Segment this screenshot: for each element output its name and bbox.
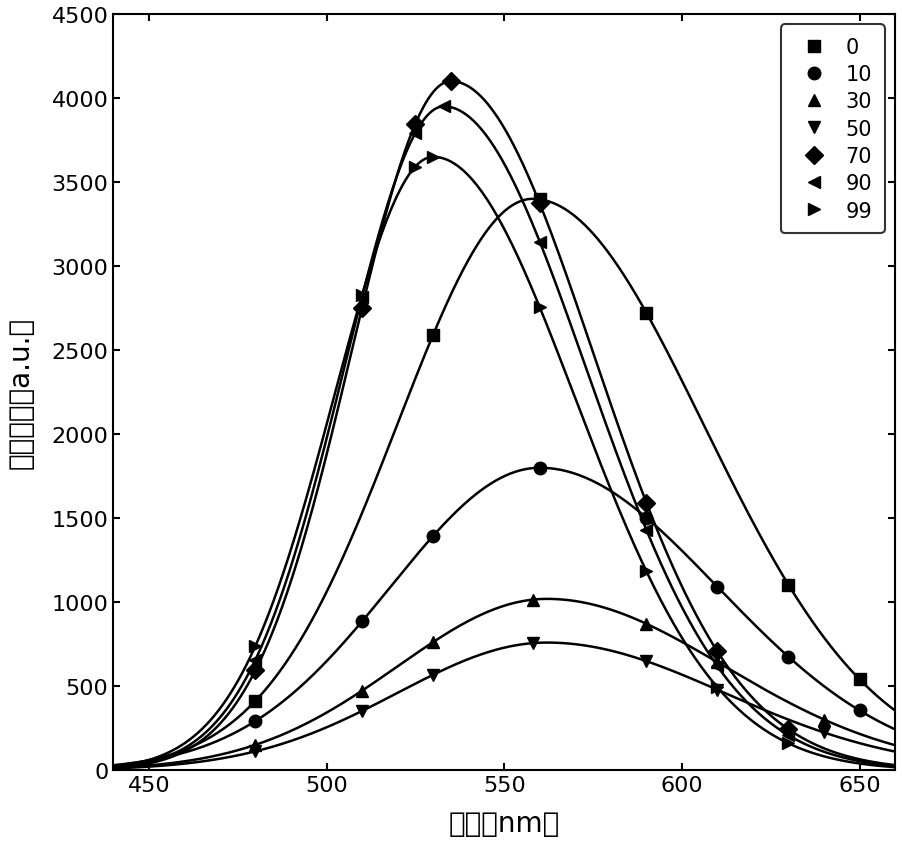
Line: 0: 0: [249, 194, 866, 707]
10: [641, 513, 652, 523]
30: [641, 619, 652, 629]
70: [641, 498, 652, 508]
Line: 70: 70: [249, 76, 795, 736]
50: [819, 728, 830, 738]
99: [250, 641, 261, 651]
90: [410, 129, 420, 139]
99: [712, 683, 723, 693]
50: [641, 657, 652, 667]
10: [250, 716, 261, 726]
99: [641, 566, 652, 576]
90: [783, 730, 794, 740]
30: [250, 740, 261, 750]
50: [527, 638, 538, 648]
90: [534, 237, 545, 247]
30: [356, 686, 367, 696]
30: [712, 657, 723, 668]
50: [712, 684, 723, 695]
90: [641, 525, 652, 535]
Line: 90: 90: [249, 101, 795, 742]
Line: 10: 10: [249, 462, 866, 728]
10: [356, 617, 367, 627]
99: [428, 153, 438, 163]
90: [250, 655, 261, 665]
Legend: 0, 10, 30, 50, 70, 90, 99: 0, 10, 30, 50, 70, 90, 99: [781, 25, 885, 234]
70: [712, 647, 723, 657]
70: [410, 120, 420, 130]
Line: 99: 99: [249, 151, 795, 749]
10: [783, 652, 794, 662]
90: [438, 102, 449, 112]
0: [783, 580, 794, 590]
Y-axis label: 发射强度（a.u.）: 发射强度（a.u.）: [7, 316, 35, 468]
Line: 50: 50: [249, 637, 830, 758]
99: [783, 738, 794, 749]
0: [854, 674, 865, 684]
10: [854, 706, 865, 716]
70: [250, 665, 261, 675]
70: [446, 77, 456, 87]
99: [356, 290, 367, 300]
30: [819, 715, 830, 725]
90: [356, 292, 367, 302]
70: [534, 199, 545, 209]
90: [712, 662, 723, 672]
0: [534, 195, 545, 205]
0: [428, 330, 438, 340]
10: [712, 582, 723, 592]
X-axis label: 波长（nm）: 波长（nm）: [448, 809, 560, 837]
30: [428, 637, 438, 647]
70: [783, 724, 794, 734]
70: [356, 303, 367, 313]
99: [534, 303, 545, 313]
30: [527, 595, 538, 605]
50: [356, 706, 367, 717]
10: [534, 463, 545, 473]
0: [641, 308, 652, 318]
50: [428, 670, 438, 680]
99: [410, 162, 420, 172]
Line: 30: 30: [249, 593, 830, 751]
50: [250, 746, 261, 756]
10: [428, 531, 438, 541]
0: [250, 696, 261, 706]
